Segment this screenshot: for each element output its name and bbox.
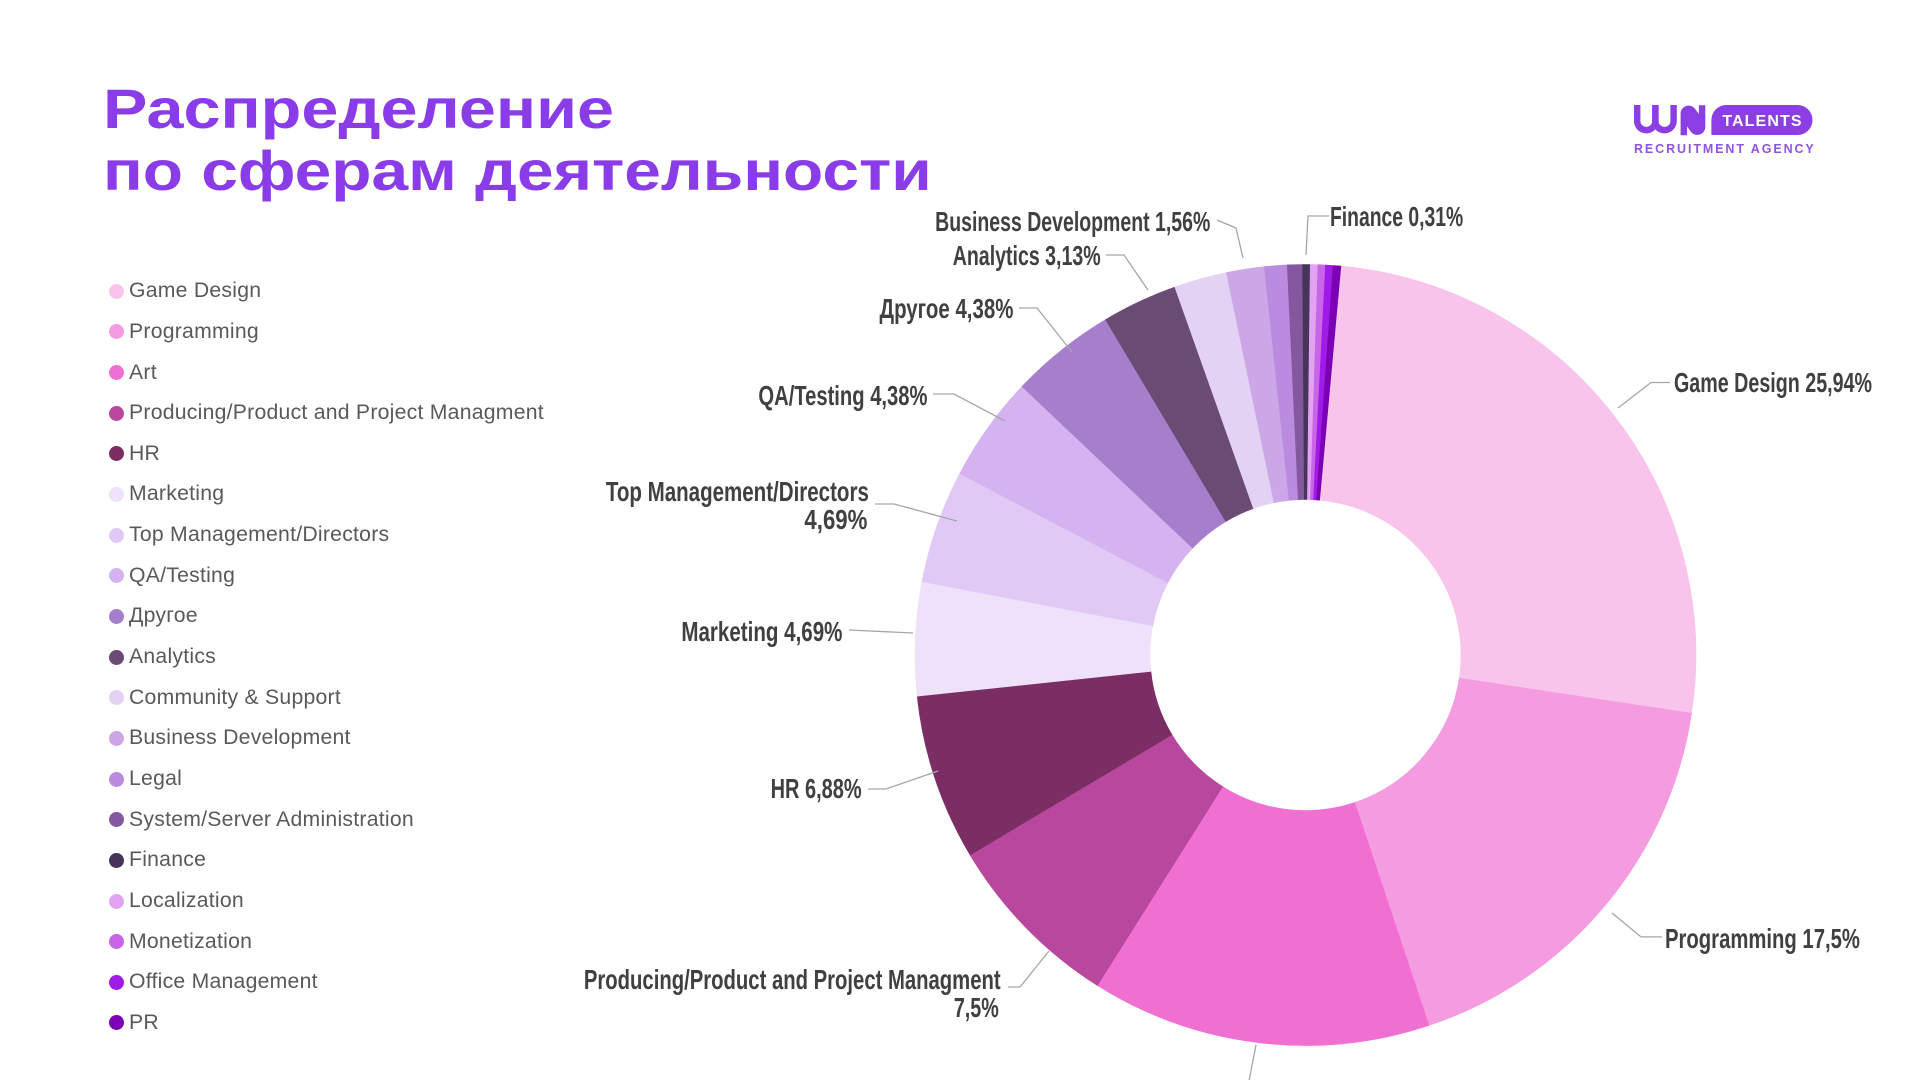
svg-text:TALENTS: TALENTS [1722, 114, 1802, 131]
